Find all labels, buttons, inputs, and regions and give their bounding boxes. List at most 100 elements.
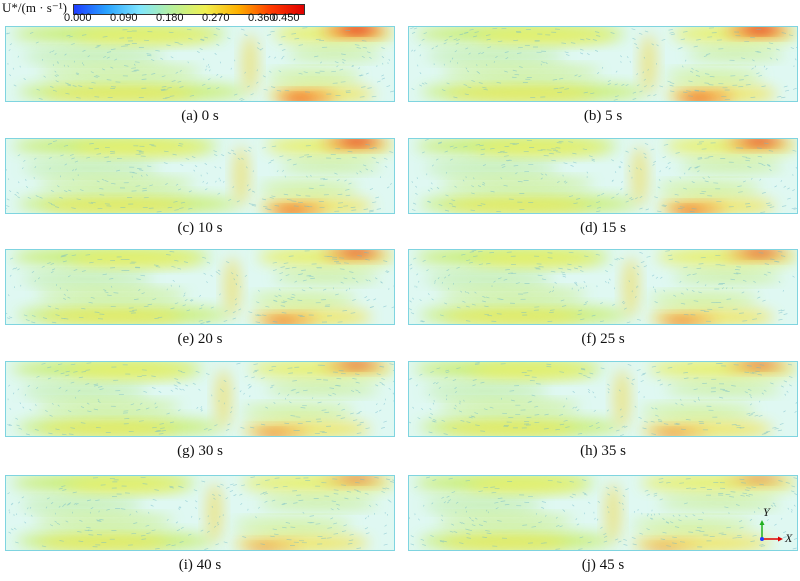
velocity-band [43,87,197,101]
velocity-band [439,178,595,190]
domain-boundary [5,138,395,214]
panel-caption: (i) 40 s [178,557,222,573]
velocity-field-plot [408,26,798,102]
velocity-band [258,182,360,194]
velocity-band [425,50,566,62]
panel-caption: (h) 35 s [580,443,626,459]
panel: (f) 25 s [408,249,798,355]
velocity-band [21,273,155,285]
domain-boundary [408,475,798,551]
panel-caption: (c) 10 s [177,220,223,236]
velocity-band [71,141,210,155]
velocity-hotspot [259,430,288,437]
velocity-hotspot [675,207,704,214]
colorbar-tick: 0.180 [156,12,184,24]
velocity-band [232,519,353,531]
coordinate-axes-icon: Y X [752,505,800,553]
legend-title: U*/(m · s⁻¹) [2,0,67,15]
velocity-field-plot [5,361,395,437]
streamlines [7,362,395,436]
velocity-hotspot [277,207,306,214]
velocity-band [424,273,555,285]
axis-y-label: Y [763,505,770,519]
panel: (c) 10 s [5,138,395,244]
velocity-field-plot [408,249,798,325]
velocity-band [423,385,550,397]
velocity-hotspot [684,95,713,102]
panel-caption: (b) 5 s [583,108,623,124]
velocity-band [37,536,170,550]
velocity-band [215,369,232,429]
velocity-hotspot [341,361,373,368]
velocity-hotspot [744,475,776,482]
velocity-band [258,497,378,509]
panel: (d) 15 s [408,138,798,244]
velocity-hotspot [649,544,677,551]
velocity-band [605,483,621,543]
velocity-band [622,257,639,317]
panel-caption: (f) 25 s [581,331,625,347]
velocity-band [475,29,616,43]
velocity-band [613,369,630,429]
streamlines [409,249,798,324]
velocity-band [22,162,161,174]
velocity-band [36,178,195,190]
velocity-hotspot [341,138,373,145]
velocity-band [440,536,570,550]
velocity-band [64,478,188,492]
velocity-band [233,146,250,206]
velocity-band [631,519,755,531]
domain-boundary [5,361,395,437]
panel: (e) 20 s [5,249,395,355]
velocity-hotspot [341,475,373,482]
velocity-band [444,199,590,213]
velocity-band [249,293,357,305]
velocity-band [473,141,609,155]
panel: (b) 5 s [408,26,798,132]
panel: (i) 40 s [5,475,395,581]
velocity-band [224,257,241,317]
velocity-hotspot [657,430,686,437]
velocity-field-plot [408,361,798,437]
panel-caption: (d) 15 s [580,220,626,236]
colorbar-gradient [73,4,305,15]
velocity-band [34,401,181,413]
velocity-band [35,289,188,301]
velocity-band [435,515,574,527]
velocity-field-plot [5,138,395,214]
streamlines [408,27,798,101]
velocity-band [66,364,195,378]
velocity-band [665,70,764,82]
panel-caption: (g) 30 s [177,443,223,459]
panel: (g) 30 s [5,361,395,467]
velocity-band [41,199,190,213]
velocity-band [631,146,648,206]
colorbar-tick: 0.000 [64,12,92,24]
velocity-field-plot [5,249,395,325]
velocity-band [648,293,759,305]
velocity-band [272,271,380,283]
velocity-field-plot [5,26,395,102]
domain-boundary [408,249,798,325]
velocity-band [640,34,657,94]
velocity-band [437,401,581,413]
domain-boundary [408,26,798,102]
velocity-hotspot [341,26,373,33]
velocity-band [658,497,781,509]
domain-boundary [408,361,798,437]
velocity-band [424,162,561,174]
velocity-band [73,29,217,43]
velocity-hotspot [268,318,297,325]
panel: (a) 0 s [5,26,395,132]
velocity-band [22,50,166,62]
velocity-band [206,483,223,543]
velocity-band [39,422,177,436]
panel-caption: (j) 45 s [581,557,625,573]
streamlines [411,138,798,213]
velocity-hotspot [666,318,695,325]
velocity-band [242,34,258,94]
velocity-hotspot [250,544,279,551]
panel: (j) 45 s [408,475,798,581]
velocity-band [33,515,174,527]
velocity-band [241,405,355,417]
